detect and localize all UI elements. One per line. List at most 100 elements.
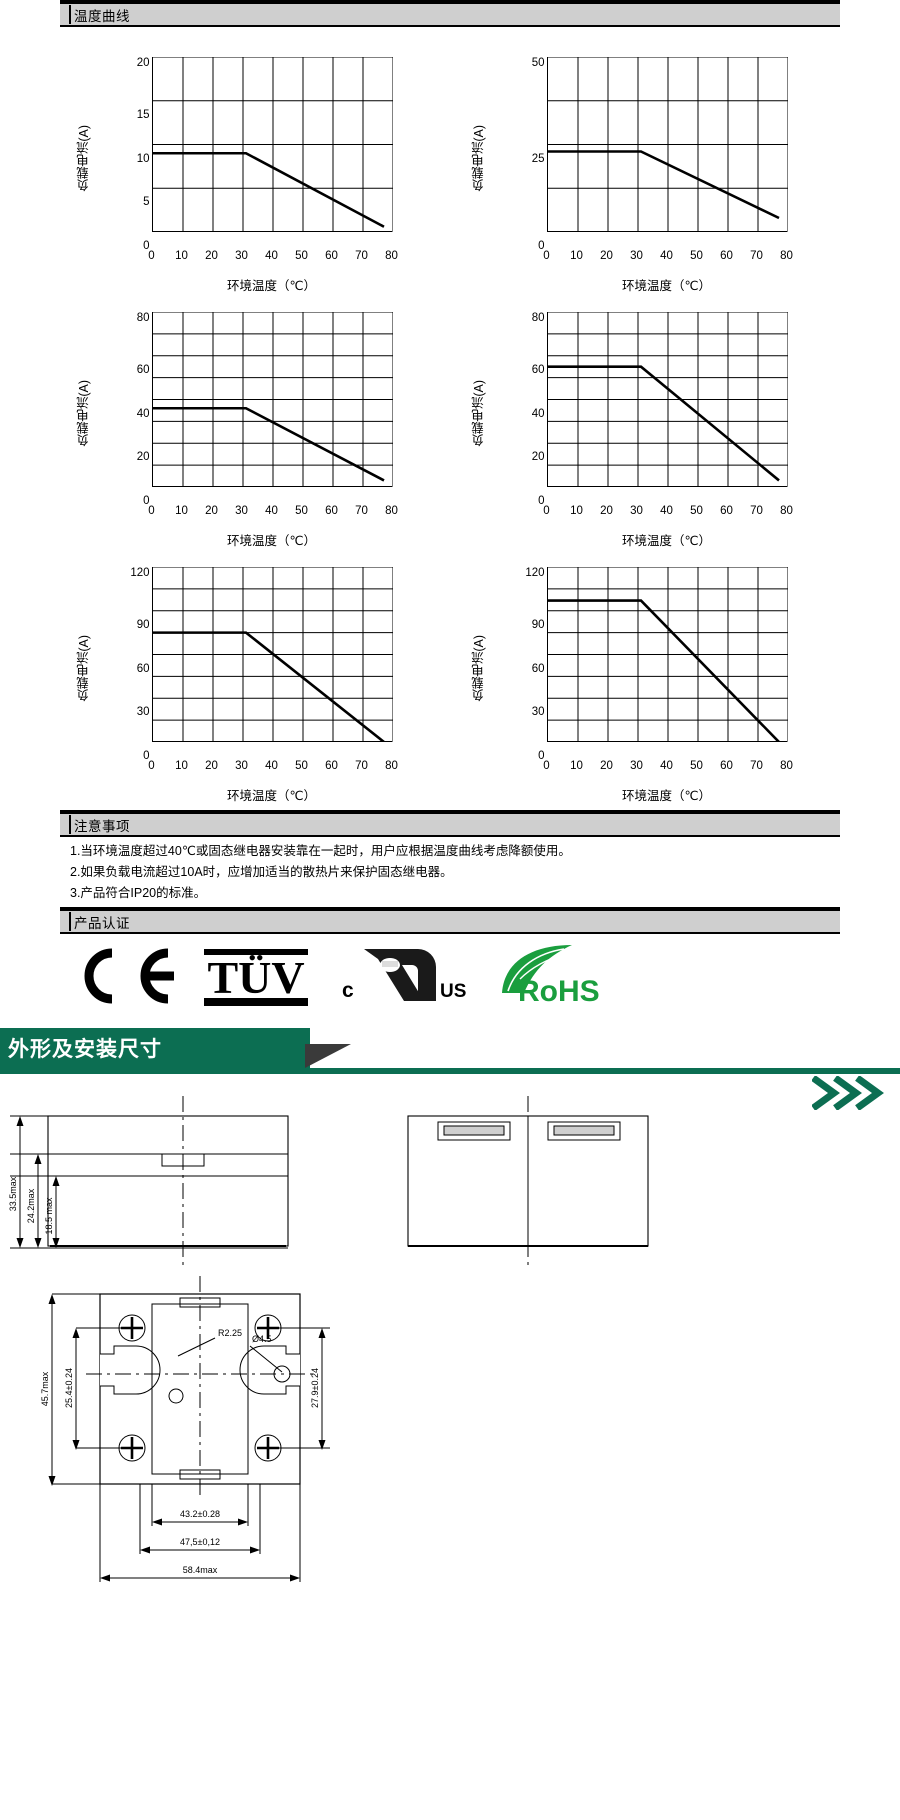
y-tick-label: 25 (531, 152, 545, 165)
x-tick-label: 70 (750, 250, 763, 262)
x-tick-label: 50 (295, 505, 308, 517)
y-tick-label: 30 (136, 706, 150, 719)
y-axis-tick-labels: 0 30 60 90 (511, 581, 545, 762)
x-tick-label: 60 (720, 760, 733, 772)
certs-bottom-rule (60, 932, 840, 934)
y-tick-label: 0 (538, 240, 545, 252)
x-tick-label: 0 (543, 250, 550, 262)
y-tick-label: 10 (136, 152, 150, 165)
x-tick-label: 70 (355, 250, 368, 262)
x-tick-label: 60 (325, 505, 338, 517)
x-tick-label: 10 (570, 760, 583, 772)
x-tick-label: 20 (600, 505, 613, 517)
ce-mark-icon (68, 945, 178, 1012)
header-top-rule (60, 0, 840, 4)
x-tick-label: 0 (148, 760, 155, 772)
y-tick-label: 0 (538, 750, 545, 762)
x-tick-label: 30 (630, 505, 643, 517)
y-tick-label: 0 (538, 495, 545, 507)
y-axis-title: 负载电流(A) (76, 581, 92, 756)
y-axis-tick-labels: 0 30 60 90 (116, 581, 150, 762)
x-tick-label: 20 (205, 760, 218, 772)
dimension-lines-side-view (10, 1115, 288, 1249)
x-tick-label: 70 (750, 760, 763, 772)
chevron-right-icon[interactable] (812, 1076, 884, 1110)
x-tick-label: 40 (660, 505, 673, 517)
x-tick-label: 40 (660, 250, 673, 262)
x-axis-tick-labels: 0 10 20 30 40 50 60 70 80 (148, 505, 398, 521)
y-tick-label: 20 (531, 451, 545, 464)
y-tick-label: 20 (136, 451, 150, 464)
drawing-front-view-right (407, 1096, 649, 1266)
svg-text:c: c (342, 979, 354, 1002)
y-tick-label: 40 (136, 407, 150, 420)
dim-label-height-24-2: 24.2max (26, 1188, 36, 1223)
x-tick-label: 50 (295, 760, 308, 772)
svg-text:US: US (440, 981, 466, 1002)
plot-area (546, 57, 788, 232)
x-axis-title: 环境温度（℃） (621, 534, 712, 548)
notes-header-bar: 注意事项 (60, 814, 840, 835)
x-tick-label: 0 (543, 505, 550, 517)
chart-100a: 120100A负载电流(A)030609001020304050607080环境… (450, 553, 845, 808)
y-tick-label: 5 (143, 196, 150, 209)
y-axis-max-label: 20 (136, 57, 150, 69)
section-title-temperature-curves: 温度曲线 (74, 8, 130, 24)
x-tick-label: 40 (265, 250, 278, 262)
y-tick-label: 90 (136, 618, 150, 631)
y-axis-tick-labels: 0 5 10 15 (116, 71, 150, 252)
y-axis-max-label: 120 (525, 567, 545, 579)
plot-area (546, 567, 788, 742)
x-axis-title: 环境温度（℃） (226, 279, 317, 293)
section-header-temperature-curves: 温度曲线 (60, 0, 840, 27)
drawing-bottom-plan-view (86, 1276, 314, 1496)
dim-label-width-43-2: 43.2±0.28 (180, 1509, 220, 1519)
x-tick-label: 30 (630, 760, 643, 772)
y-axis-title: 负载电流(A) (76, 326, 92, 501)
x-axis-tick-labels: 0 10 20 30 40 50 60 70 80 (148, 250, 398, 266)
dimension-lines-plan-view (48, 1293, 330, 1582)
dim-label-width-58-4: 58.4max (183, 1565, 218, 1575)
x-tick-label: 60 (325, 250, 338, 262)
tuv-mark-icon: TÜV (200, 943, 318, 1014)
note-item-2: 2.如果负载电流超过10A时，应增加适当的散热片来保护固态继电器。 (70, 865, 453, 879)
x-tick-label: 80 (385, 250, 398, 262)
x-tick-label: 80 (385, 505, 398, 517)
y-tick-label: 0 (143, 750, 150, 762)
chart-80a: 12080A负载电流(A)030609001020304050607080环境温… (55, 553, 450, 808)
x-axis-title: 环境温度（℃） (621, 789, 712, 803)
y-tick-label: 40 (531, 407, 545, 420)
y-axis-tick-labels: 0 25 (511, 71, 545, 253)
y-tick-label: 0 (143, 495, 150, 507)
dim-label-radius: R2.25 (218, 1328, 242, 1338)
banner-triangle-accent (305, 1044, 351, 1068)
section-header-notes: 注意事项 (60, 810, 840, 837)
y-axis-title-text: 负载电流(A) (77, 380, 91, 447)
y-axis-title: 负载电流(A) (471, 581, 487, 756)
x-tick-label: 20 (600, 250, 613, 262)
x-tick-label: 20 (205, 505, 218, 517)
dimensions-banner: 外形及安装尺寸 (0, 1028, 900, 1110)
temperature-curve-charts: 2010A负载电流(A)05101501020304050607080环境温度（… (55, 27, 845, 808)
y-tick-label: 60 (531, 363, 545, 376)
plot-area (546, 312, 788, 487)
x-axis-tick-labels: 0 10 20 30 40 50 60 70 80 (543, 250, 793, 266)
x-tick-label: 70 (355, 760, 368, 772)
x-tick-label: 40 (265, 760, 278, 772)
y-tick-label: 90 (531, 618, 545, 631)
dim-label-width-47-5: 47,5±0,12 (180, 1537, 220, 1547)
x-tick-label: 60 (720, 250, 733, 262)
certs-accent-tick (69, 912, 71, 931)
x-tick-label: 80 (385, 760, 398, 772)
x-tick-label: 30 (235, 250, 248, 262)
y-tick-label: 60 (531, 662, 545, 675)
x-tick-label: 50 (295, 250, 308, 262)
y-axis-title-text: 负载电流(A) (77, 635, 91, 702)
chart-60a: 8060A负载电流(A)020406001020304050607080环境温度… (450, 298, 845, 553)
y-tick-label: 15 (136, 108, 150, 121)
x-axis-tick-labels: 0 10 20 30 40 50 60 70 80 (543, 760, 793, 776)
x-tick-label: 40 (660, 760, 673, 772)
section-header-certifications: 产品认证 (60, 907, 840, 934)
x-tick-label: 0 (148, 505, 155, 517)
